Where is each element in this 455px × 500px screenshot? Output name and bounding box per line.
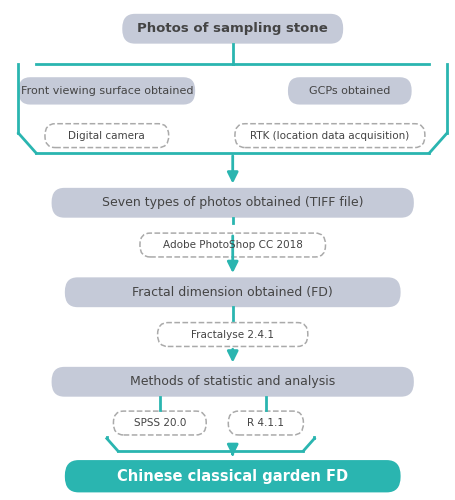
- FancyBboxPatch shape: [19, 77, 195, 104]
- Text: RTK (location data acquisition): RTK (location data acquisition): [250, 130, 410, 140]
- Text: Photos of sampling stone: Photos of sampling stone: [137, 22, 328, 35]
- Text: R 4.1.1: R 4.1.1: [248, 418, 284, 428]
- Text: Adobe PhotoShop CC 2018: Adobe PhotoShop CC 2018: [163, 240, 303, 250]
- FancyBboxPatch shape: [65, 460, 400, 492]
- Text: Seven types of photos obtained (TIFF file): Seven types of photos obtained (TIFF fil…: [102, 196, 364, 209]
- FancyBboxPatch shape: [228, 411, 303, 435]
- FancyBboxPatch shape: [113, 411, 206, 435]
- FancyBboxPatch shape: [122, 14, 343, 44]
- FancyBboxPatch shape: [288, 77, 412, 104]
- Text: Fractalyse 2.4.1: Fractalyse 2.4.1: [191, 330, 274, 340]
- Text: Digital camera: Digital camera: [68, 130, 145, 140]
- FancyBboxPatch shape: [51, 188, 414, 218]
- FancyBboxPatch shape: [51, 367, 414, 396]
- FancyBboxPatch shape: [140, 233, 325, 257]
- FancyBboxPatch shape: [45, 124, 169, 148]
- Text: GCPs obtained: GCPs obtained: [309, 86, 390, 96]
- Text: Methods of statistic and analysis: Methods of statistic and analysis: [130, 376, 335, 388]
- Text: Chinese classical garden FD: Chinese classical garden FD: [117, 468, 348, 483]
- Text: SPSS 20.0: SPSS 20.0: [134, 418, 186, 428]
- Text: Front viewing surface obtained: Front viewing surface obtained: [20, 86, 193, 96]
- FancyBboxPatch shape: [235, 124, 425, 148]
- FancyBboxPatch shape: [157, 322, 308, 346]
- Text: Fractal dimension obtained (FD): Fractal dimension obtained (FD): [132, 286, 333, 299]
- FancyBboxPatch shape: [65, 278, 400, 307]
